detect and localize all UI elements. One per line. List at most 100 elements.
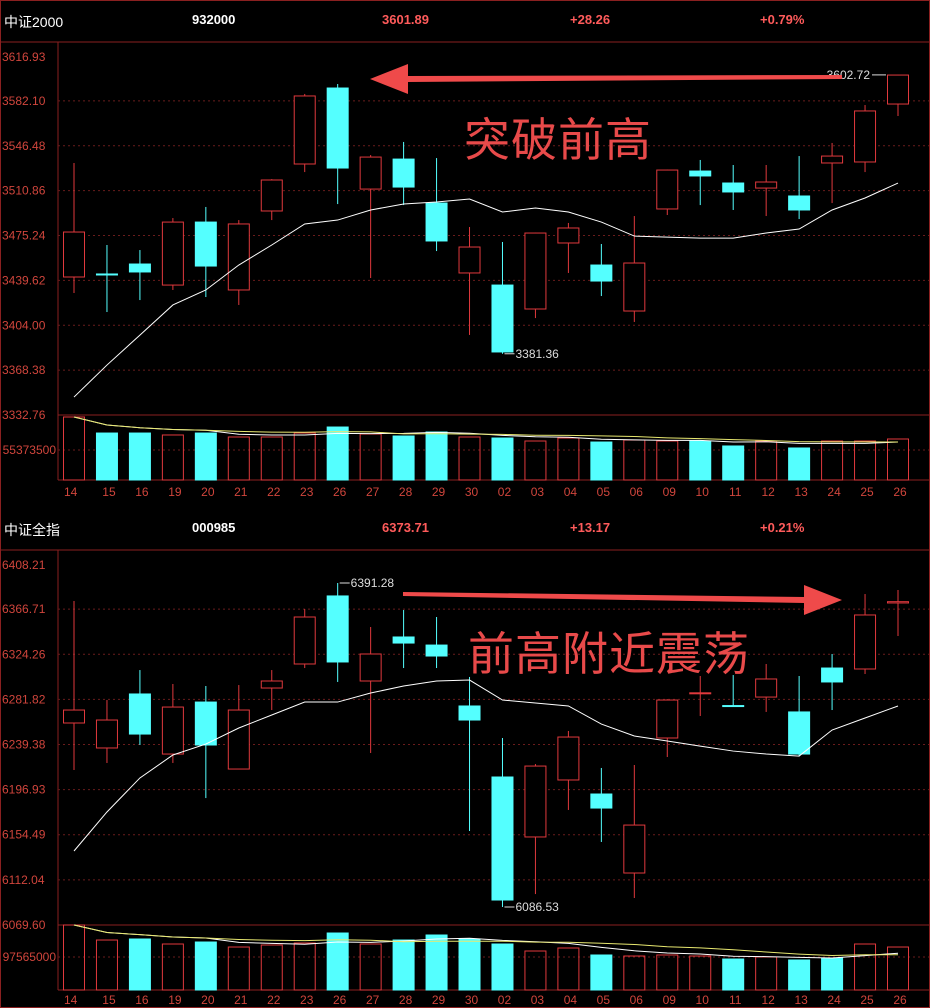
extreme-price-label: 3602.72 <box>827 68 871 82</box>
volume-bar <box>161 434 184 481</box>
y-tick-label: 3616.93 <box>2 50 46 64</box>
candle-body <box>887 74 909 105</box>
candle-body <box>293 95 316 165</box>
candle-body <box>458 705 481 721</box>
y-tick-label: 3404.00 <box>2 318 46 332</box>
volume-bar <box>623 439 646 481</box>
x-tick-label: 16 <box>135 485 149 499</box>
x-tick-label: 30 <box>465 993 479 1007</box>
volume-bar <box>128 938 151 991</box>
volume-bar <box>656 954 679 991</box>
y-tick-label: 6239.38 <box>2 737 46 751</box>
candle-body <box>425 644 448 657</box>
volume-bar <box>557 947 580 991</box>
candle-body <box>590 793 613 809</box>
y-tick-label: 3510.86 <box>2 184 46 198</box>
volume-bar <box>755 956 778 991</box>
candle-body <box>128 263 151 273</box>
y-tick-label: 6281.82 <box>2 692 46 706</box>
volume-bar <box>887 438 909 481</box>
y-tick-label: 6324.26 <box>2 647 46 661</box>
volume-bar <box>788 447 811 481</box>
candle-body <box>260 680 283 689</box>
candle-body <box>821 667 844 683</box>
volume-bar <box>854 943 877 991</box>
x-tick-label: 25 <box>860 485 874 499</box>
candle-body <box>491 284 514 353</box>
volume-ma-line <box>73 416 899 443</box>
candle-body <box>854 614 877 670</box>
x-tick-label: 02 <box>498 993 512 1007</box>
volume-bar <box>425 431 448 481</box>
x-tick-label: 10 <box>696 485 710 499</box>
candle-body <box>788 711 811 755</box>
candle-body <box>326 595 349 663</box>
candle-body <box>524 232 547 310</box>
index-change-top: +28.26 <box>570 12 611 27</box>
annotation-arrow <box>370 64 842 94</box>
candle-body <box>689 170 712 177</box>
candle-body <box>821 155 844 164</box>
annotation-arrow <box>403 585 842 615</box>
x-tick-label: 20 <box>201 485 215 499</box>
x-tick-label: 29 <box>432 485 446 499</box>
x-tick-label: 19 <box>168 993 182 1007</box>
y-tick-label: 3546.48 <box>2 139 46 153</box>
candle-body <box>623 262 646 312</box>
candle-body <box>95 273 118 276</box>
volume-ma-line <box>73 924 899 957</box>
volume-bar <box>161 943 184 991</box>
x-tick-label: 12 <box>761 993 775 1007</box>
y-tick-label: 3475.24 <box>2 229 46 243</box>
candle-body <box>194 701 217 746</box>
x-tick-label: 23 <box>300 485 314 499</box>
volume-bar <box>821 957 844 991</box>
candle-body <box>326 87 349 169</box>
y-tick-label: 3368.38 <box>2 363 46 377</box>
x-tick-label: 26 <box>893 993 907 1007</box>
x-tick-label: 11 <box>729 485 742 499</box>
candle-body <box>392 158 415 188</box>
volume-bar <box>656 440 679 481</box>
volume-tick-label: 97565000 <box>3 950 57 964</box>
x-tick-label: 06 <box>630 993 644 1007</box>
x-tick-label: 13 <box>794 993 808 1007</box>
index-change-bottom: +13.17 <box>570 520 611 535</box>
candle-body <box>128 693 151 735</box>
x-tick-label: 14 <box>64 993 78 1007</box>
x-tick-label: 03 <box>531 993 545 1007</box>
x-tick-label: 24 <box>827 993 841 1007</box>
index-name-bottom: 中证全指 <box>4 522 60 538</box>
annotation-bottom: 前高附近震荡 <box>468 627 750 681</box>
x-tick-label: 13 <box>794 485 808 499</box>
candle-body <box>63 709 85 724</box>
candle-body <box>623 824 646 874</box>
candle-body <box>227 223 250 291</box>
x-tick-label: 27 <box>366 485 380 499</box>
y-tick-label: 6366.71 <box>2 602 46 616</box>
volume-bar <box>194 941 217 991</box>
x-tick-label: 26 <box>893 485 907 499</box>
volume-bar <box>326 932 349 991</box>
x-tick-label: 11 <box>729 993 742 1007</box>
volume-bar <box>194 432 217 481</box>
volume-bar <box>359 433 382 481</box>
volume-bar <box>458 938 481 991</box>
index-price-top: 3601.89 <box>382 12 429 27</box>
x-tick-label: 02 <box>498 485 512 499</box>
y-tick-label: 6112.04 <box>2 873 45 887</box>
x-tick-label: 21 <box>234 485 248 499</box>
x-tick-label: 29 <box>432 993 446 1007</box>
x-tick-label: 21 <box>234 993 248 1007</box>
x-tick-label: 26 <box>333 485 347 499</box>
candle-body <box>293 616 316 665</box>
volume-bar <box>95 939 118 991</box>
index-code-bottom: 000985 <box>192 520 236 535</box>
x-tick-label: 24 <box>827 485 841 499</box>
x-tick-label: 06 <box>630 485 644 499</box>
candle-body <box>260 179 283 212</box>
x-tick-label: 22 <box>267 993 281 1007</box>
x-tick-label: 09 <box>663 993 677 1007</box>
candle-body <box>392 636 415 644</box>
extreme-price-label: 6086.53 <box>515 900 559 914</box>
